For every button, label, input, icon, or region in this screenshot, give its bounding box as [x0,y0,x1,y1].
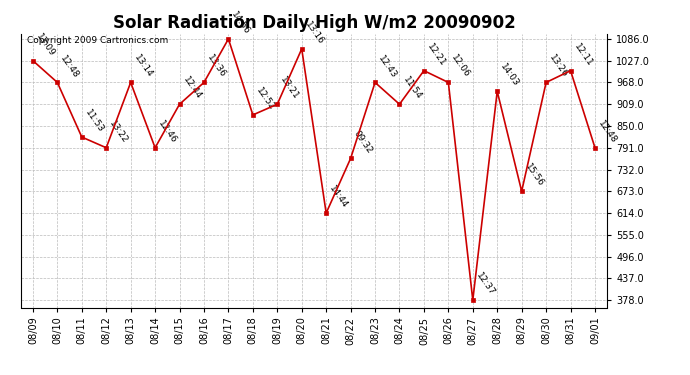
Text: 13:22: 13:22 [108,119,130,145]
Text: 13:21: 13:21 [279,75,301,102]
Text: 12:43: 12:43 [377,54,399,80]
Title: Solar Radiation Daily High W/m2 20090902: Solar Radiation Daily High W/m2 20090902 [112,14,515,32]
Text: 12:48: 12:48 [59,54,81,80]
Text: 13:14: 13:14 [132,53,154,80]
Text: 12:37: 12:37 [474,271,496,297]
Text: Copyright 2009 Cartronics.com: Copyright 2009 Cartronics.com [26,36,168,45]
Text: 12:06: 12:06 [450,53,472,80]
Text: 13:16: 13:16 [303,20,325,46]
Text: 11:53: 11:53 [83,108,106,134]
Text: 12:52: 12:52 [254,86,276,112]
Text: 12:46: 12:46 [157,119,179,145]
Text: 14:44: 14:44 [328,184,350,210]
Text: 13:09: 13:09 [34,32,57,58]
Text: 12:21: 12:21 [425,42,447,68]
Text: 12:44: 12:44 [181,75,203,102]
Text: 14:03: 14:03 [499,62,521,88]
Text: 09:32: 09:32 [352,129,374,156]
Text: 13:36: 13:36 [206,53,228,80]
Text: 14:56: 14:56 [230,10,252,36]
Text: 15:56: 15:56 [523,162,545,189]
Text: 12:11: 12:11 [572,42,594,68]
Text: 12:48: 12:48 [596,119,618,145]
Text: 13:26: 13:26 [547,53,570,80]
Text: 11:54: 11:54 [401,75,423,102]
